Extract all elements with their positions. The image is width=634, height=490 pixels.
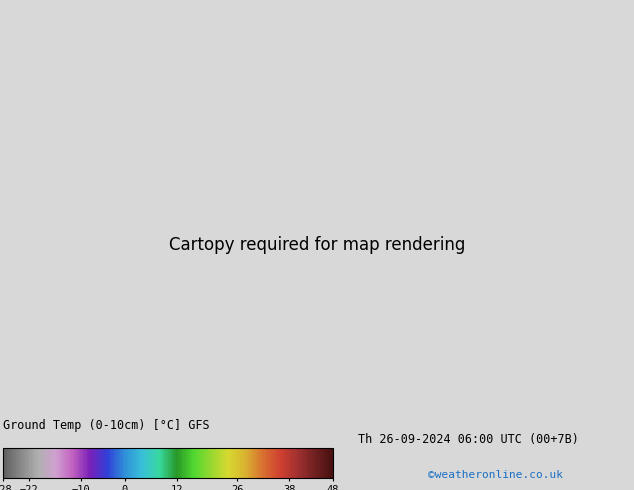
Text: ©weatheronline.co.uk: ©weatheronline.co.uk — [428, 470, 563, 480]
Text: Th 26-09-2024 06:00 UTC (00+7B): Th 26-09-2024 06:00 UTC (00+7B) — [358, 433, 579, 446]
Text: Ground Temp (0-10cm) [°C] GFS: Ground Temp (0-10cm) [°C] GFS — [3, 419, 210, 432]
Text: Cartopy required for map rendering: Cartopy required for map rendering — [169, 236, 465, 254]
